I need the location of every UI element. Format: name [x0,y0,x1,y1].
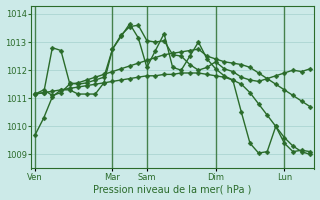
X-axis label: Pression niveau de la mer( hPa ): Pression niveau de la mer( hPa ) [93,184,252,194]
